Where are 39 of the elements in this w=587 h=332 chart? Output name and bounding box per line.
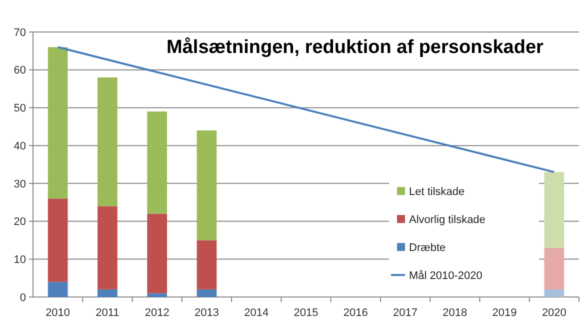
y-tick-label: 30 bbox=[14, 178, 26, 190]
bar bbox=[196, 289, 217, 297]
bar bbox=[98, 206, 118, 290]
x-tick-label: 2013 bbox=[194, 307, 219, 319]
y-tick-label: 0 bbox=[20, 292, 26, 304]
bar bbox=[147, 293, 168, 297]
legend-label: Dræbte bbox=[409, 242, 446, 254]
x-tick-label: 2014 bbox=[244, 307, 269, 319]
y-tick-label: 10 bbox=[14, 254, 26, 266]
legend-label: Let tilskade bbox=[409, 186, 465, 198]
bar bbox=[98, 77, 118, 206]
y-tick-label: 20 bbox=[14, 216, 26, 228]
x-tick-label: 2011 bbox=[96, 307, 120, 319]
x-tick-label: 2019 bbox=[492, 307, 517, 319]
x-tick-label: 2010 bbox=[46, 307, 70, 319]
bar bbox=[544, 248, 564, 290]
bar bbox=[48, 282, 68, 297]
bar bbox=[147, 214, 168, 294]
x-tick-label: 2020 bbox=[542, 307, 566, 319]
chart-title: Målsætningen, reduktion af personskader bbox=[166, 37, 544, 58]
x-tick-label: 2018 bbox=[442, 307, 468, 319]
bar bbox=[196, 130, 217, 240]
y-tick-label: 50 bbox=[14, 102, 26, 115]
legend-label: Alvorlig tilskade bbox=[409, 214, 486, 226]
bar bbox=[48, 47, 68, 199]
legend-label: Mål 2010-2020 bbox=[409, 270, 482, 282]
bar bbox=[48, 198, 68, 282]
bar bbox=[544, 172, 564, 248]
x-tick-label: 2016 bbox=[343, 307, 368, 319]
y-tick-label: 60 bbox=[14, 64, 26, 77]
bar bbox=[544, 289, 564, 297]
y-tick-label: 40 bbox=[14, 140, 26, 152]
x-tick-label: 2015 bbox=[294, 307, 318, 319]
bar bbox=[98, 289, 118, 297]
y-tick-label: 70 bbox=[14, 26, 26, 39]
x-tick-label: 2017 bbox=[393, 307, 418, 319]
bar bbox=[147, 112, 168, 214]
bar bbox=[196, 240, 217, 290]
x-tick-label: 2012 bbox=[144, 307, 170, 319]
